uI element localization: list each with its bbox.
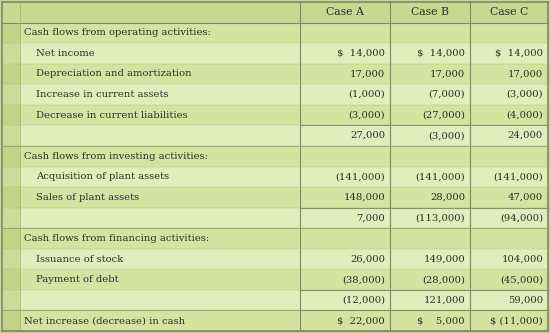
Text: $  14,000: $ 14,000 (495, 49, 543, 58)
Bar (2, 187, 20, 207)
Bar (2, 310, 20, 331)
Text: 27,000: 27,000 (350, 131, 385, 140)
Bar (20, 43, 548, 64)
Text: (38,000): (38,000) (342, 275, 385, 284)
Text: Net increase (decrease) in cash: Net increase (decrease) in cash (24, 316, 185, 325)
Bar (20, 228, 548, 249)
Text: 148,000: 148,000 (343, 193, 385, 202)
Text: Issuance of stock: Issuance of stock (36, 254, 123, 263)
Text: Case B: Case B (411, 7, 449, 17)
Bar (2, 146, 20, 166)
Text: Case A: Case A (326, 7, 364, 17)
Bar (2, 64, 20, 84)
Text: $  14,000: $ 14,000 (417, 49, 465, 58)
Text: 17,000: 17,000 (508, 70, 543, 79)
Text: Increase in current assets: Increase in current assets (36, 90, 168, 99)
Text: Cash flows from financing activities:: Cash flows from financing activities: (24, 234, 209, 243)
Bar (20, 64, 548, 84)
Text: 17,000: 17,000 (430, 70, 465, 79)
Text: Depreciation and amortization: Depreciation and amortization (36, 70, 191, 79)
Text: $ (11,000): $ (11,000) (490, 316, 543, 325)
Text: (1,000): (1,000) (348, 90, 385, 99)
Text: (28,000): (28,000) (422, 275, 465, 284)
Text: (141,000): (141,000) (493, 172, 543, 181)
Text: 47,000: 47,000 (508, 193, 543, 202)
Text: 121,000: 121,000 (424, 296, 465, 305)
Bar (2, 269, 20, 290)
Text: $  14,000: $ 14,000 (337, 49, 385, 58)
Text: (113,000): (113,000) (415, 213, 465, 222)
Bar (2, 207, 20, 228)
Bar (20, 84, 548, 105)
Text: 7,000: 7,000 (356, 213, 385, 222)
Text: (7,000): (7,000) (428, 90, 465, 99)
Bar (2, 228, 20, 249)
Text: Case C: Case C (490, 7, 528, 17)
Bar (20, 146, 548, 166)
Bar (20, 187, 548, 207)
Bar (20, 105, 548, 126)
Bar (20, 207, 548, 228)
Bar (20, 23, 548, 43)
Text: 28,000: 28,000 (430, 193, 465, 202)
Text: Cash flows from investing activities:: Cash flows from investing activities: (24, 152, 208, 161)
Bar (2, 105, 20, 126)
Text: (141,000): (141,000) (415, 172, 465, 181)
Text: Acquisition of plant assets: Acquisition of plant assets (36, 172, 169, 181)
Bar (20, 166, 548, 187)
Text: Payment of debt: Payment of debt (36, 275, 119, 284)
Text: (4,000): (4,000) (506, 111, 543, 120)
Bar (2, 126, 20, 146)
Text: Cash flows from operating activities:: Cash flows from operating activities: (24, 28, 211, 37)
Bar (2, 43, 20, 64)
Bar (20, 269, 548, 290)
Text: (45,000): (45,000) (500, 275, 543, 284)
Text: (94,000): (94,000) (500, 213, 543, 222)
Bar (2, 2, 548, 23)
Bar (2, 290, 20, 310)
Text: Sales of plant assets: Sales of plant assets (36, 193, 139, 202)
Bar (2, 166, 20, 187)
Bar (20, 126, 548, 146)
Text: 24,000: 24,000 (508, 131, 543, 140)
Text: Decrease in current liabilities: Decrease in current liabilities (36, 111, 188, 120)
Text: (141,000): (141,000) (336, 172, 385, 181)
Text: (3,000): (3,000) (428, 131, 465, 140)
Bar (20, 290, 548, 310)
Text: 104,000: 104,000 (501, 254, 543, 263)
Text: 26,000: 26,000 (350, 254, 385, 263)
Text: (3,000): (3,000) (348, 111, 385, 120)
Bar (20, 249, 548, 269)
Text: 59,000: 59,000 (508, 296, 543, 305)
Text: (3,000): (3,000) (507, 90, 543, 99)
Text: Net income: Net income (36, 49, 95, 58)
Bar (2, 84, 20, 105)
Text: (27,000): (27,000) (422, 111, 465, 120)
Text: 17,000: 17,000 (350, 70, 385, 79)
Text: $  22,000: $ 22,000 (337, 316, 385, 325)
Bar (20, 310, 548, 331)
Text: (12,000): (12,000) (342, 296, 385, 305)
Bar (2, 249, 20, 269)
Text: 149,000: 149,000 (424, 254, 465, 263)
Bar (2, 23, 20, 43)
Text: $    5,000: $ 5,000 (417, 316, 465, 325)
